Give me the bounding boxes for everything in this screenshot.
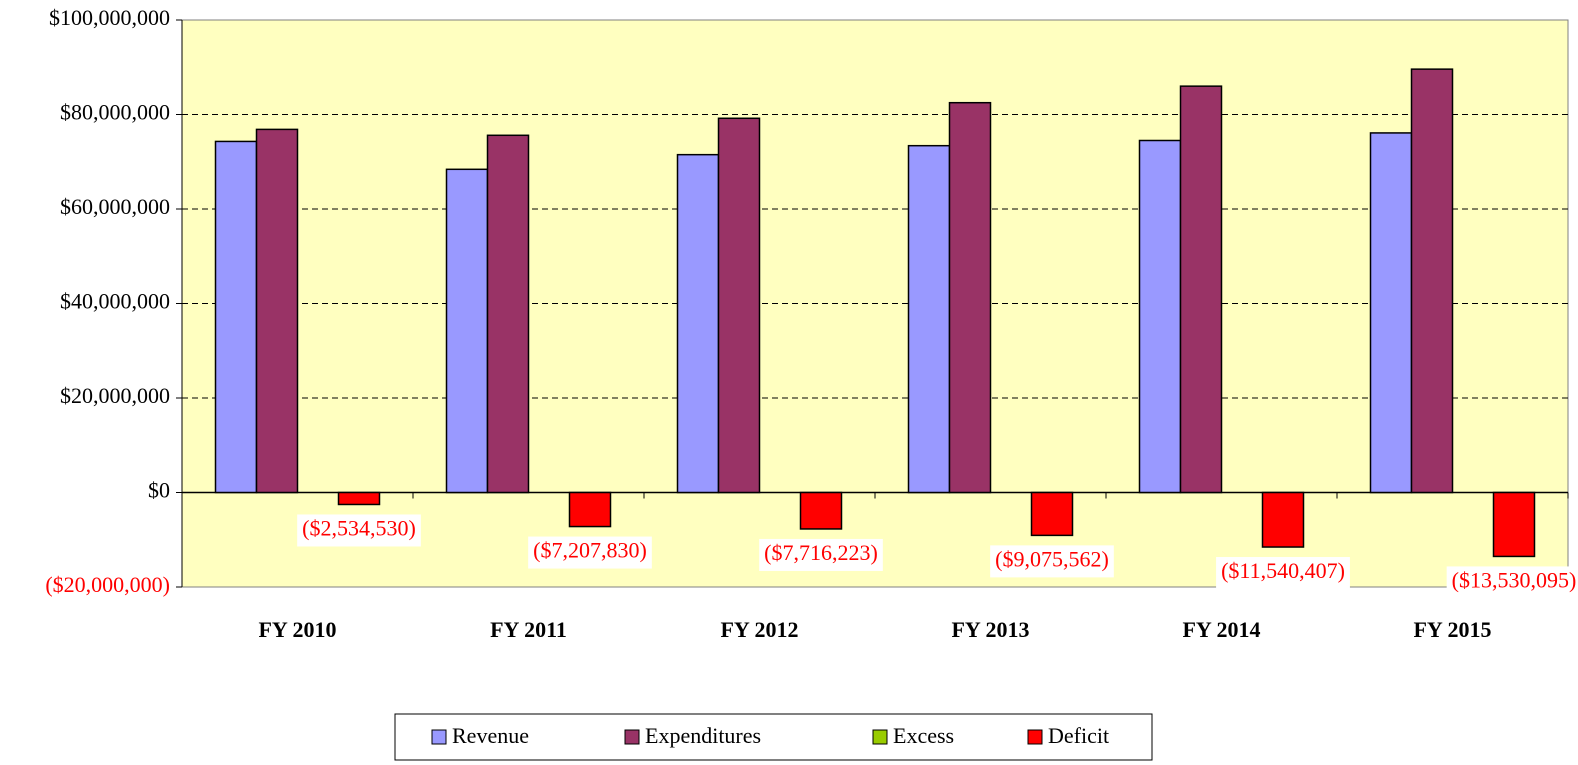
bar — [1138, 139, 1182, 494]
bar — [676, 153, 720, 494]
bar — [1179, 85, 1223, 494]
data-label: ($9,075,562) — [995, 546, 1109, 571]
bar — [568, 491, 612, 528]
bar — [1030, 491, 1074, 537]
legend-swatch — [872, 729, 888, 745]
data-label-background — [528, 536, 652, 569]
data-label: ($2,534,530) — [302, 516, 416, 541]
legend-label: Revenue — [452, 723, 529, 748]
y-tick-label: $0 — [148, 478, 170, 503]
bar — [1492, 491, 1536, 558]
bar — [948, 101, 992, 494]
data-label-background — [1216, 557, 1350, 590]
bar — [337, 491, 381, 506]
x-tick-label: FY 2012 — [720, 617, 798, 642]
legend-label: Expenditures — [645, 723, 761, 748]
x-tick-label: FY 2011 — [490, 617, 567, 642]
bar — [907, 144, 951, 494]
bar — [1369, 132, 1413, 494]
y-tick-label: $60,000,000 — [60, 194, 170, 219]
legend-label: Excess — [893, 723, 954, 748]
data-label: ($11,540,407) — [1221, 558, 1345, 583]
data-label-background — [297, 514, 421, 547]
bar — [214, 140, 258, 494]
data-label-background — [990, 545, 1114, 578]
legend — [394, 713, 1153, 761]
bar — [255, 128, 299, 494]
x-tick-label: FY 2013 — [951, 617, 1029, 642]
bar — [445, 168, 489, 494]
x-tick-label: FY 2010 — [258, 617, 336, 642]
bar — [1261, 491, 1305, 548]
data-label: ($13,530,095) — [1452, 567, 1577, 592]
y-tick-label: $80,000,000 — [60, 100, 170, 125]
bar — [486, 134, 530, 494]
y-tick-label: $40,000,000 — [60, 289, 170, 314]
bar — [717, 117, 761, 494]
legend-swatch — [1027, 729, 1043, 745]
y-tick-label: $20,000,000 — [60, 383, 170, 408]
data-label: ($7,207,830) — [533, 538, 647, 563]
data-label: ($7,716,223) — [764, 540, 878, 565]
x-tick-label: FY 2014 — [1182, 617, 1260, 642]
bar — [799, 491, 843, 530]
legend-swatch — [624, 729, 640, 745]
y-tick-label: ($20,000,000) — [45, 572, 170, 597]
y-tick-label: $100,000,000 — [49, 5, 170, 30]
data-label-background — [759, 538, 883, 571]
legend-label: Deficit — [1048, 723, 1109, 748]
data-label-background — [1446, 566, 1578, 599]
bar — [1410, 68, 1454, 494]
legend-swatch — [431, 729, 447, 745]
x-tick-label: FY 2015 — [1413, 617, 1491, 642]
